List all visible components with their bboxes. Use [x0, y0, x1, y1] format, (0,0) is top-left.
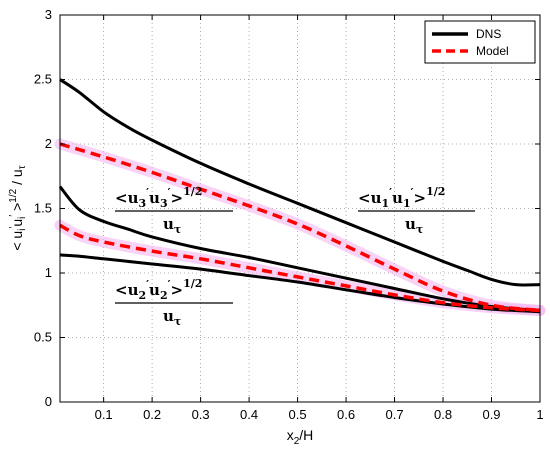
dns-line-u1	[59, 78, 541, 287]
grid	[60, 15, 540, 402]
svg-text:<u2′u2′>1/2: <u2′u2′>1/2	[115, 277, 202, 302]
series-layer	[58, 78, 541, 314]
x-tick-label: 0.7	[386, 407, 404, 422]
x-tick-label: 0.8	[434, 407, 452, 422]
x-tick-label: 0.9	[482, 407, 500, 422]
ticks: 0.1 0.2 0.3 0.4 0.5 0.6 0.7 0.8 0.9 1 0 0.5 1 1.5 2 2.5…	[34, 7, 544, 422]
u2-annotation: <u2′u2′>1/2 uτ	[115, 277, 233, 328]
y-tick-label: 1	[45, 265, 52, 280]
model-line-u1	[59, 142, 541, 313]
dns-line-u3	[58, 185, 541, 312]
x-tick-label: 1	[536, 407, 543, 422]
y-tick-label: 0	[45, 394, 52, 409]
legend-dns-label: DNS	[476, 27, 501, 41]
x-tick-label: 0.4	[240, 407, 258, 422]
dns-line-u2	[59, 253, 541, 314]
x-axis-label: x2/H	[287, 427, 314, 447]
y-axis-label: < ui′ui′ >1/2 / uτ	[8, 165, 28, 250]
x-tick-label: 0.6	[337, 407, 355, 422]
x-tick-label: 0.3	[192, 407, 210, 422]
legend-box	[424, 20, 536, 64]
x-tick-label: 0.2	[143, 407, 161, 422]
y-tick-label: 1.5	[34, 201, 52, 216]
x-tick-label: 0.1	[95, 407, 113, 422]
y-tick-label: 0.5	[34, 330, 52, 345]
y-tick-label: 2	[45, 136, 52, 151]
x-tick-label: 0.5	[289, 407, 307, 422]
y-tick-label: 2.5	[34, 72, 52, 87]
y-tick-label: 3	[45, 7, 52, 22]
legend: DNS Model	[424, 20, 536, 64]
legend-model-label: Model	[476, 44, 509, 58]
